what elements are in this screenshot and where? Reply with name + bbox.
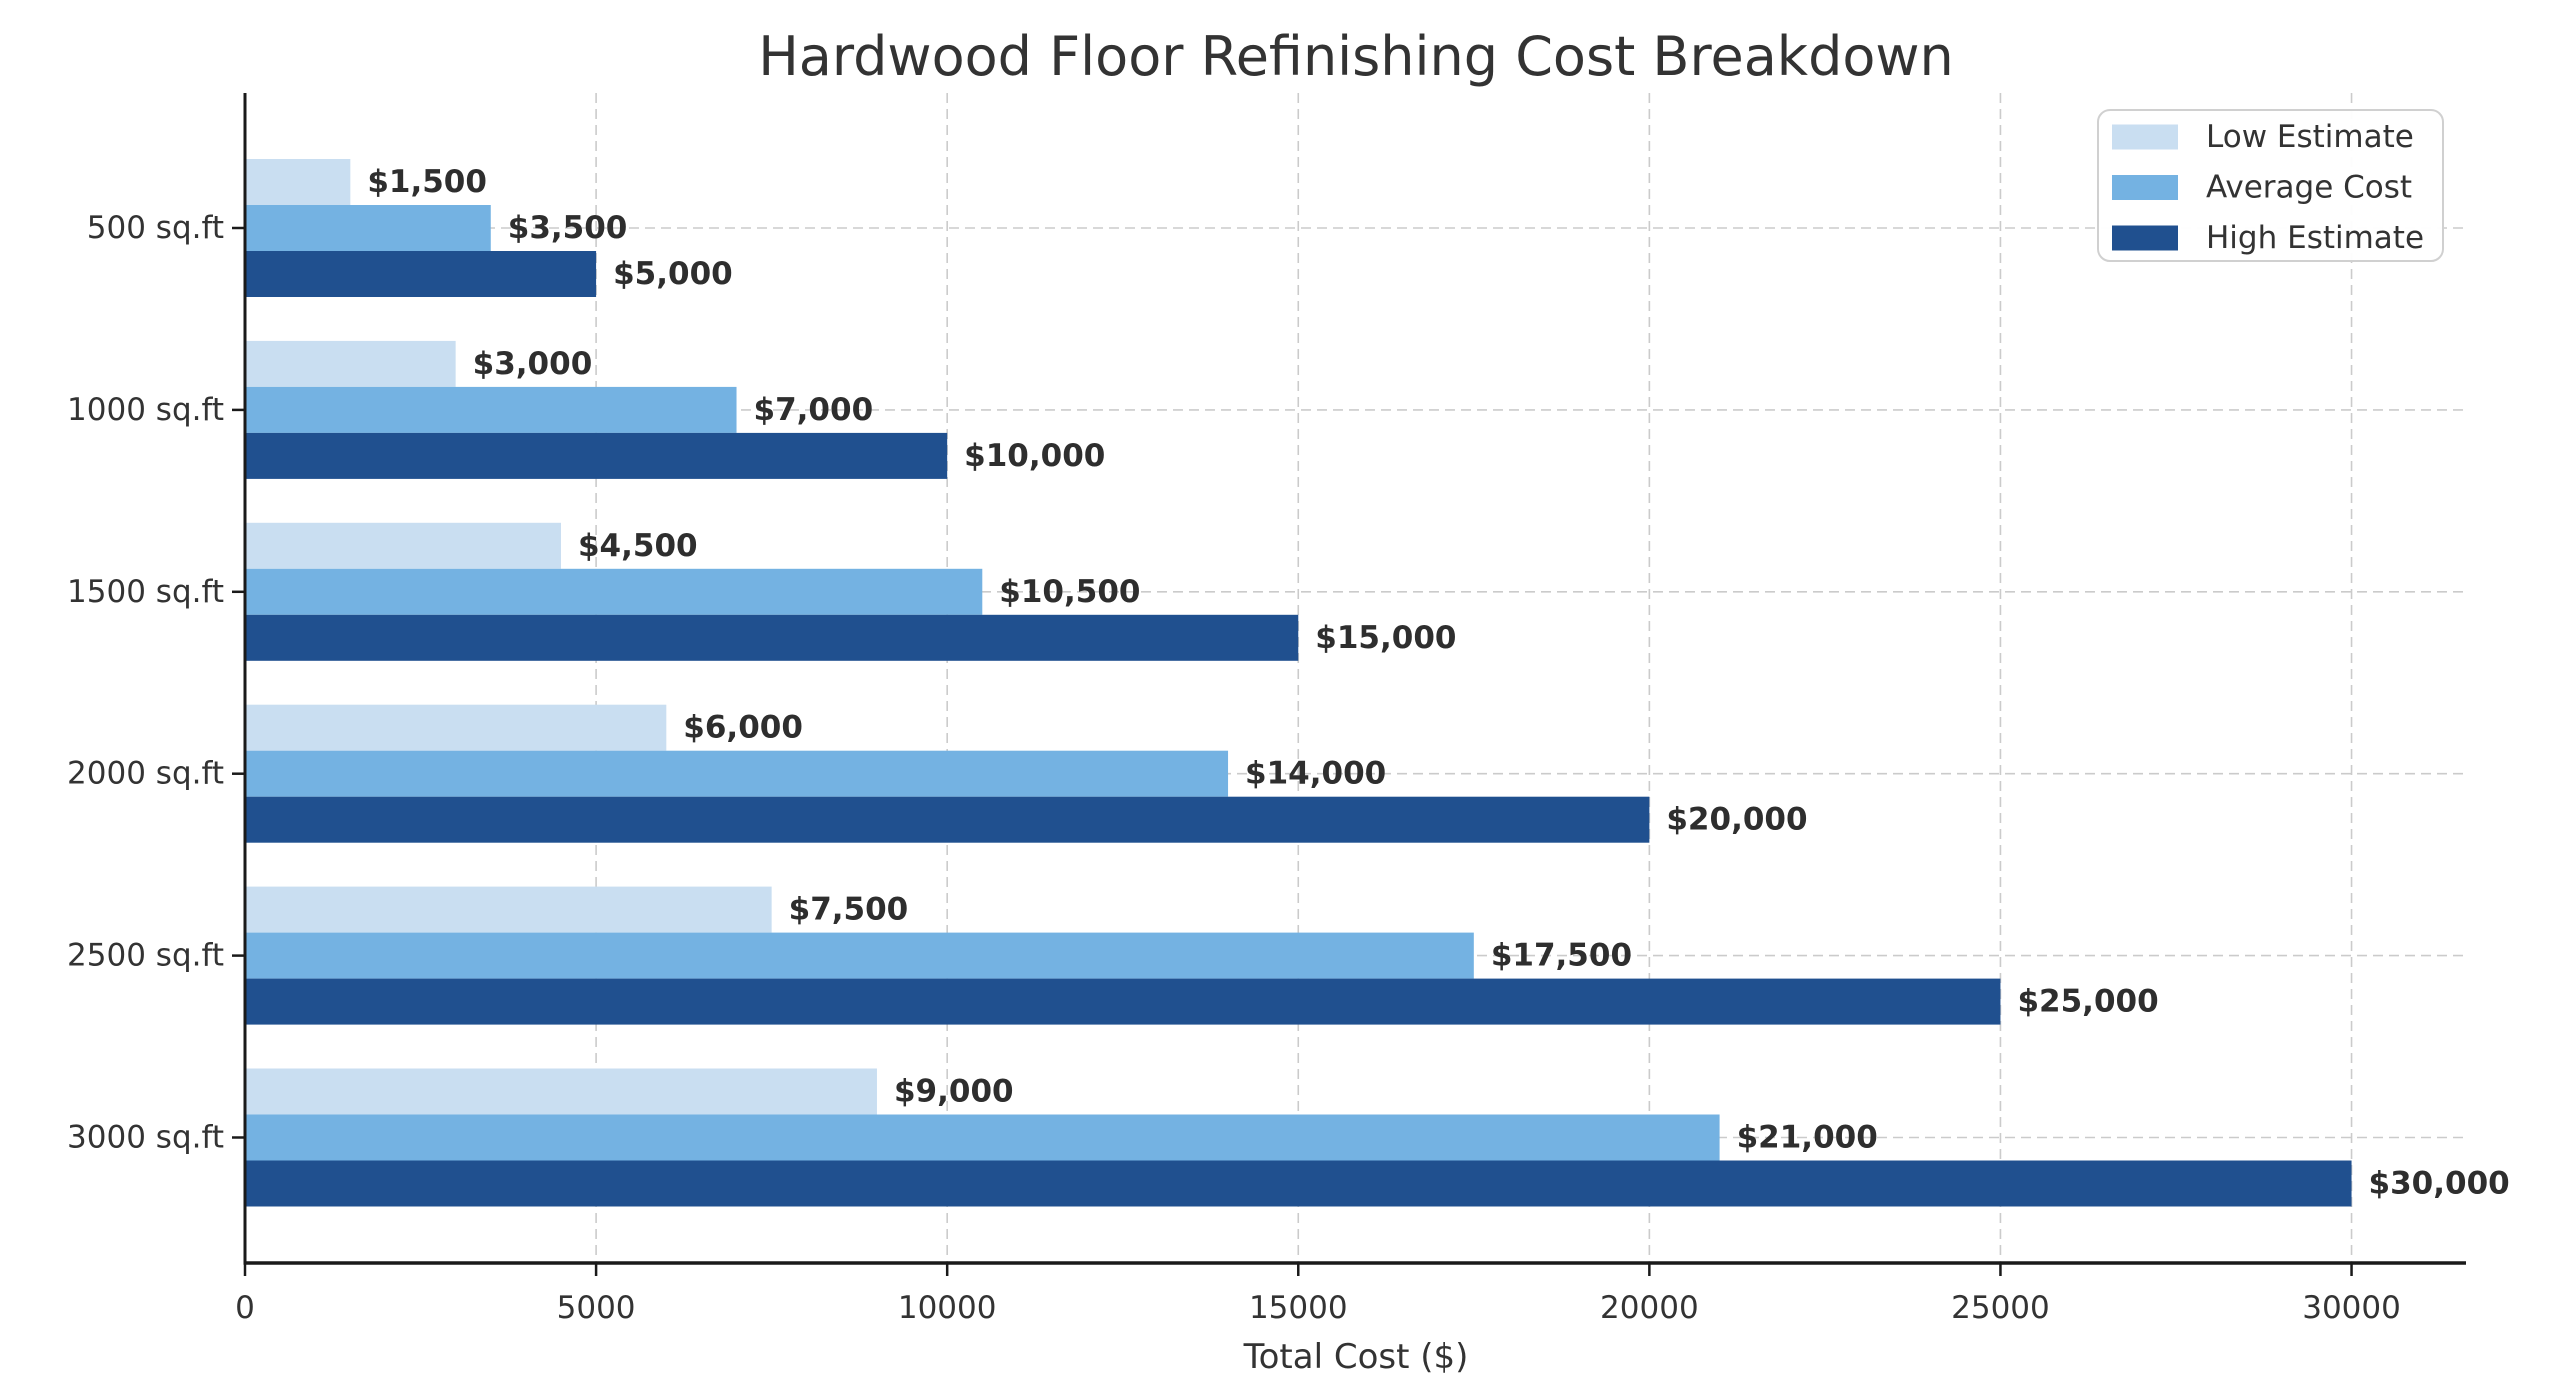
bar-value-label: $7,500 [789,892,909,928]
x-tick-label: 5000 [557,1290,636,1326]
legend-swatch-low-estimate [2112,124,2178,150]
x-tick-label: 0 [235,1290,255,1326]
y-category-label: 500 sq.ft [87,210,224,246]
bar-value-label: $3,500 [508,210,628,246]
bar-low-estimate-2 [245,340,456,387]
bar-value-label: $4,500 [578,528,698,564]
y-category-label: 1000 sq.ft [67,392,224,428]
x-tick-label: 20000 [1600,1290,1699,1326]
x-tick-label: 15000 [1249,1290,1348,1326]
y-category-label: 1500 sq.ft [67,574,224,610]
bar-average-cost-5 [245,932,1474,979]
x-tick-label: 25000 [1951,1290,2050,1326]
bar-high-estimate-6 [245,1160,2352,1207]
bar-high-estimate-2 [245,432,948,479]
bar-average-cost-2 [245,386,737,433]
bar-value-label: $6,000 [683,710,803,746]
bar-high-estimate-3 [245,614,1299,661]
bar-value-label: $9,000 [894,1074,1014,1110]
bar-value-label: $25,000 [2017,984,2158,1020]
bar-average-cost-4 [245,750,1229,797]
x-tick-label: 10000 [898,1290,997,1326]
bar-low-estimate-6 [245,1068,877,1115]
bar-high-estimate-4 [245,796,1650,843]
bar-average-cost-1 [245,205,491,251]
y-category-label: 2000 sq.ft [67,756,224,792]
bar-average-cost-3 [245,568,983,615]
legend-label-high-estimate: High Estimate [2206,220,2424,256]
bar-low-estimate-1 [245,159,351,205]
bar-value-label: $10,500 [999,574,1140,610]
bar-value-label: $1,500 [367,164,487,200]
bar-low-estimate-5 [245,886,772,933]
bar-value-label: $5,000 [613,256,733,292]
bar-low-estimate-3 [245,522,561,569]
bar-value-label: $17,500 [1491,938,1632,974]
bar-value-label: $10,000 [964,438,1105,474]
bar-value-label: $14,000 [1245,756,1386,792]
legend-swatch-high-estimate [2112,225,2178,251]
bar-average-cost-6 [245,1114,1720,1161]
y-category-label: 2500 sq.ft [67,938,224,974]
x-axis-label: Total Cost ($) [1243,1337,1469,1377]
legend-box [2097,109,2444,262]
bar-value-label: $3,000 [473,346,593,382]
bar-value-label: $30,000 [2369,1166,2510,1202]
bar-high-estimate-5 [245,978,2001,1025]
chart-title: Hardwood Floor Refinishing Cost Breakdow… [758,25,1954,88]
bar-value-label: $20,000 [1666,802,1807,838]
legend-label-average-cost: Average Cost [2206,170,2412,206]
bar-value-label: $21,000 [1737,1120,1878,1156]
bar-value-label: $7,000 [754,392,874,428]
bar-high-estimate-1 [245,251,597,297]
x-tick-label: 30000 [2302,1290,2401,1326]
legend-swatch-average-cost [2112,175,2178,200]
bar-value-label: $15,000 [1315,620,1456,656]
legend-label-low-estimate: Low Estimate [2206,119,2414,155]
bar-low-estimate-4 [245,704,667,751]
y-category-label: 3000 sq.ft [67,1120,224,1156]
